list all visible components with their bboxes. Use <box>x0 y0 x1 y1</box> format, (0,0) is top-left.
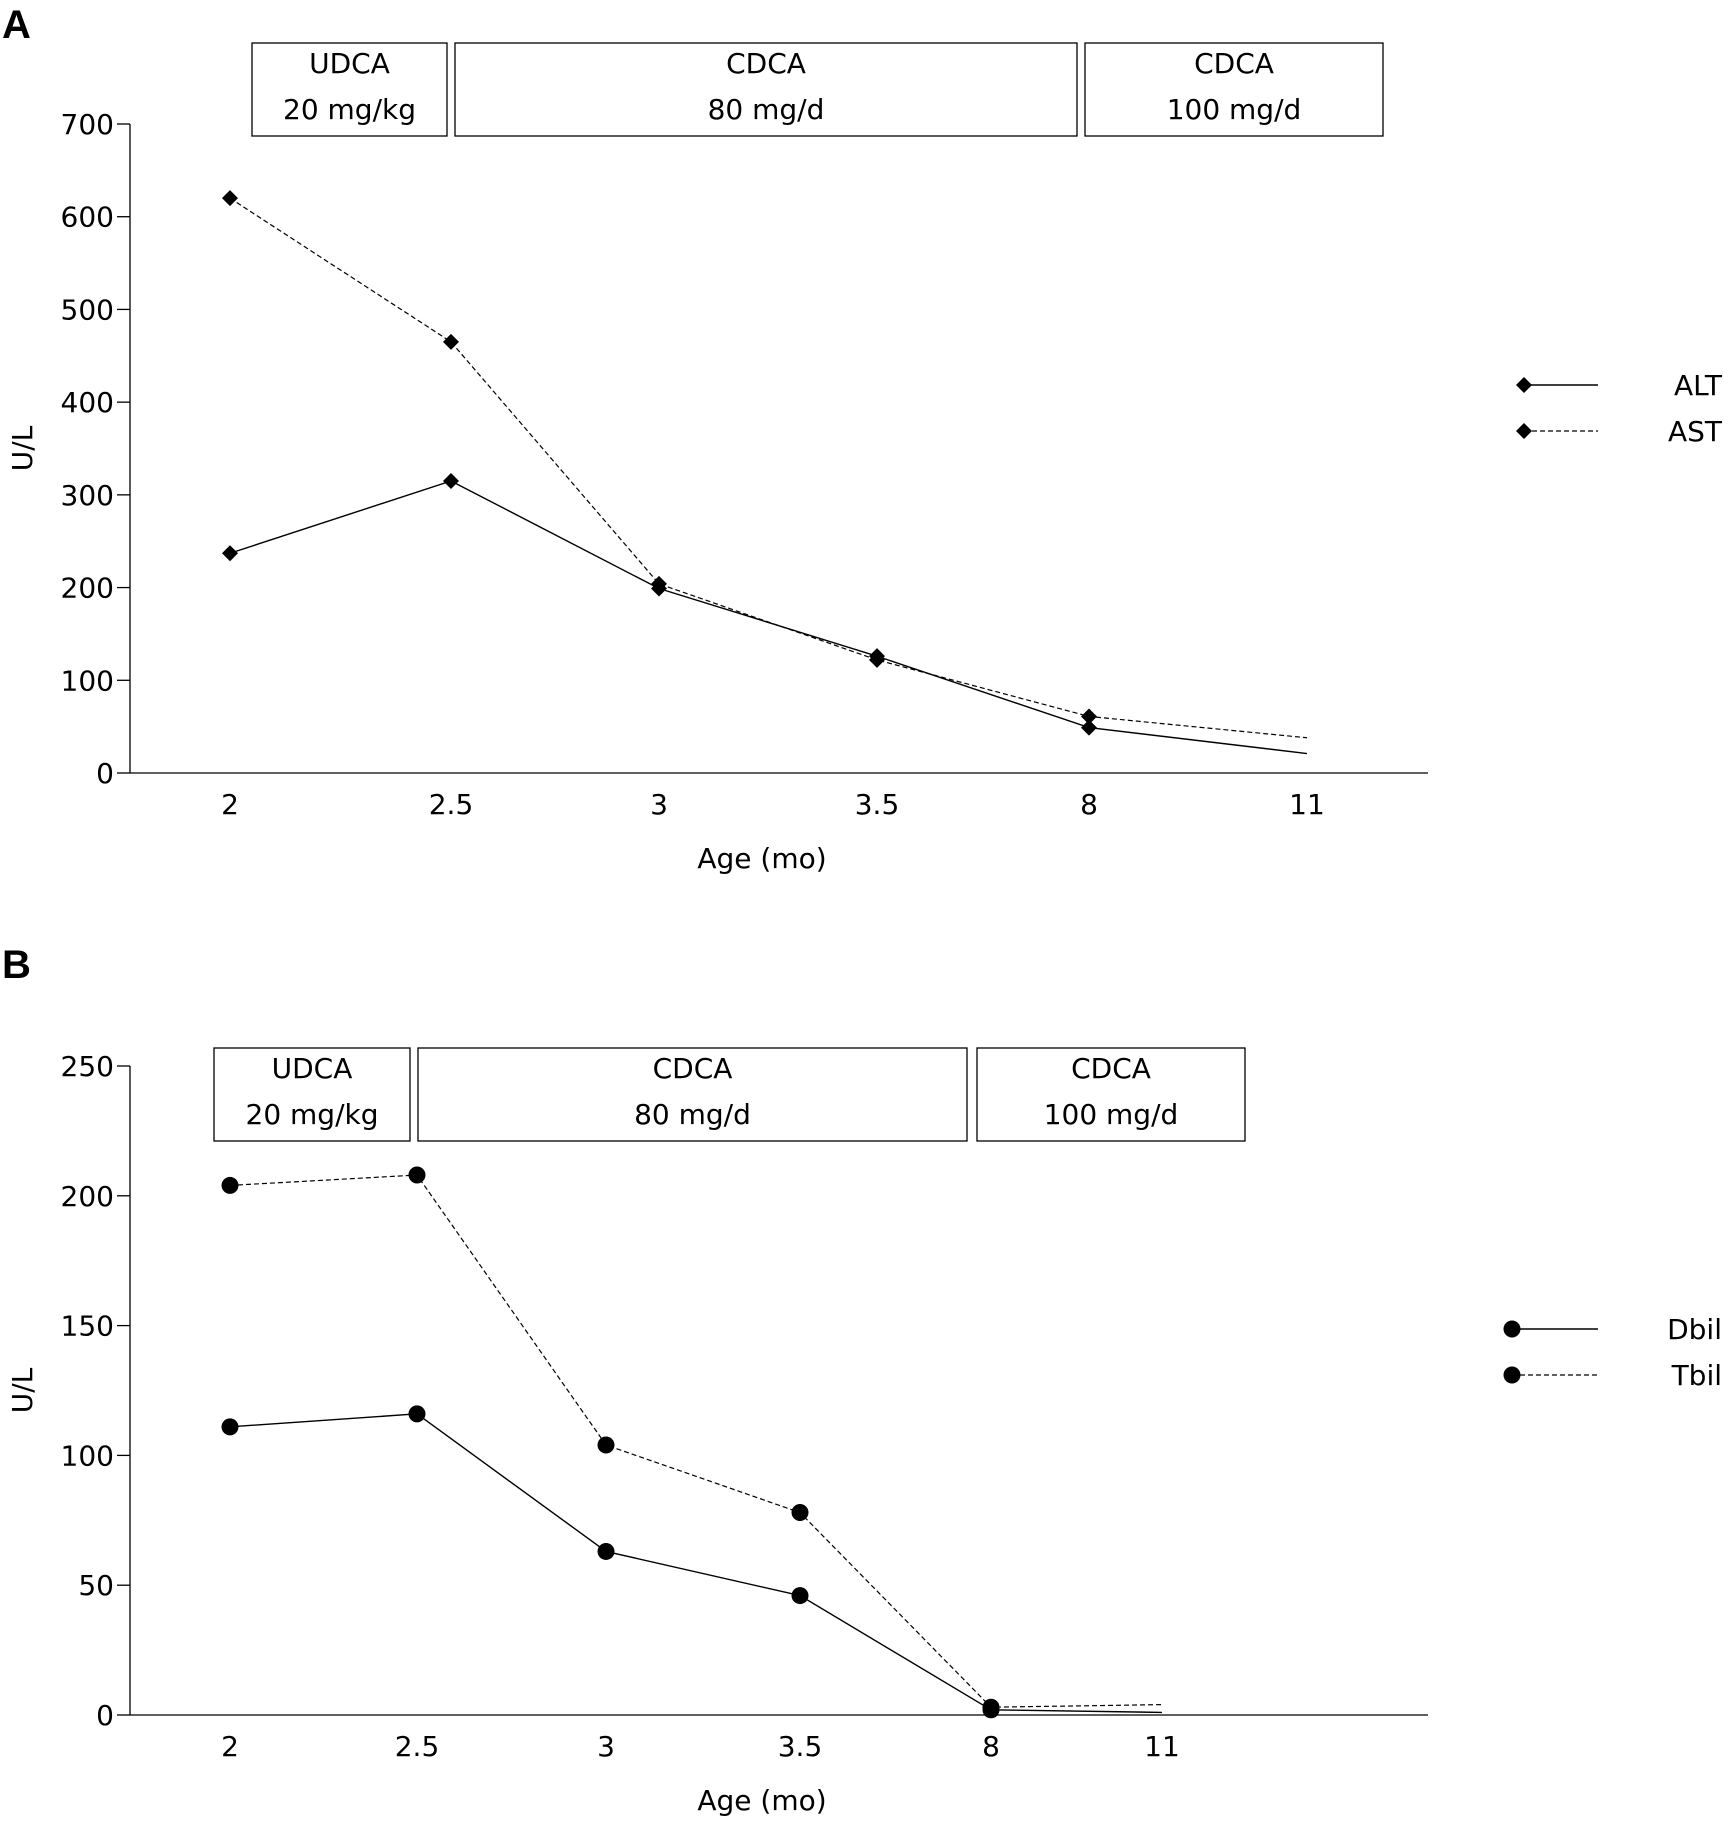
data-point-tbil <box>597 1436 615 1454</box>
y-tick-label: 300 <box>61 479 114 512</box>
data-point-ast <box>222 190 238 207</box>
data-point-alt <box>222 545 238 562</box>
data-point-ast <box>651 575 667 592</box>
y-tick-label: 0 <box>96 757 114 790</box>
legend-label: ALT <box>1674 369 1723 402</box>
x-tick-label: 2.5 <box>429 788 474 821</box>
legend-label: AST <box>1668 415 1723 448</box>
x-tick-label: 3.5 <box>855 788 900 821</box>
x-tick-label: 3 <box>597 1730 615 1763</box>
data-point-dbil <box>221 1418 239 1436</box>
x-tick-label: 2.5 <box>395 1730 440 1763</box>
data-point-alt <box>1081 719 1097 736</box>
treatment-box <box>1084 42 1384 137</box>
series-tbil <box>221 1166 1163 1716</box>
treatment-drug: CDCA <box>1071 1052 1151 1085</box>
series-ast <box>222 190 1308 739</box>
x-axis-title: Age (mo) <box>697 1784 826 1817</box>
series-dbil <box>221 1405 1163 1719</box>
y-axis-title: U/L <box>6 425 39 471</box>
treatment-dose: 80 mg/d <box>708 93 825 126</box>
treatment-dose: 20 mg/kg <box>283 93 416 126</box>
series-line-dbil <box>229 1413 1163 1714</box>
y-tick-label: 0 <box>96 1699 114 1732</box>
treatment-dose: 20 mg/kg <box>246 1098 379 1131</box>
x-tick-label: 11 <box>1144 1730 1180 1763</box>
data-point-ast <box>1081 708 1097 725</box>
panel-b: B 0 50 100 150 200 250 2 2.5 3 3.5 8 11 Age (mo) U/L UD… <box>2 943 1722 1817</box>
y-tick-label: 700 <box>61 108 114 141</box>
panel-letter: B <box>2 943 31 987</box>
y-tick-label: 100 <box>61 1439 114 1472</box>
data-point-dbil <box>791 1587 809 1605</box>
x-tick-label: 2 <box>221 788 239 821</box>
x-tick-label: 8 <box>982 1730 1000 1763</box>
data-point-tbil <box>982 1698 1000 1716</box>
treatment-box <box>454 42 1078 137</box>
panel-letter: A <box>2 3 31 47</box>
data-point-tbil <box>221 1176 239 1194</box>
treatment-dose: 80 mg/d <box>634 1098 751 1131</box>
y-tick-label: 50 <box>78 1569 114 1602</box>
series-line-tbil <box>229 1174 1163 1708</box>
treatment-box <box>417 1047 968 1142</box>
data-point-alt <box>443 472 459 489</box>
series-line-alt <box>229 480 1308 755</box>
data-point-ast <box>869 651 885 668</box>
data-point-tbil <box>408 1166 426 1184</box>
series-alt <box>222 472 1308 755</box>
y-tick-label: 400 <box>61 386 114 419</box>
y-tick-label: 150 <box>61 1310 114 1343</box>
x-tick-label: 3 <box>650 788 668 821</box>
y-tick-label: 250 <box>61 1050 114 1083</box>
x-tick-label: 11 <box>1289 788 1325 821</box>
x-tick-label: 8 <box>1080 788 1098 821</box>
series-line-ast <box>229 197 1308 739</box>
data-point-dbil <box>597 1542 615 1560</box>
legend-marker <box>1503 1320 1521 1338</box>
treatment-box <box>976 1047 1246 1142</box>
y-tick-label: 200 <box>61 572 114 605</box>
legend-marker <box>1516 377 1532 393</box>
treatment-box <box>251 42 448 137</box>
treatment-drug: CDCA <box>653 1052 733 1085</box>
y-tick-label: 600 <box>61 201 114 234</box>
legend-marker <box>1503 1366 1521 1384</box>
x-axis-title: Age (mo) <box>697 842 826 875</box>
data-point-tbil <box>791 1504 809 1522</box>
treatment-drug: CDCA <box>726 47 806 80</box>
panel-a: A 0 100 200 300 400 500 600 700 2 2.5 3 3.5 8 11 Age (m… <box>2 3 1723 875</box>
legend-label: Dbil <box>1667 1313 1722 1346</box>
legend-label: Tbil <box>1671 1359 1722 1392</box>
y-axis-title: U/L <box>6 1367 39 1413</box>
data-point-ast <box>443 333 459 350</box>
y-tick-label: 100 <box>61 664 114 697</box>
y-tick-label: 200 <box>61 1180 114 1213</box>
legend-marker <box>1516 423 1532 439</box>
x-tick-label: 2 <box>221 1730 239 1763</box>
x-tick-label: 3.5 <box>778 1730 823 1763</box>
treatment-drug: UDCA <box>309 47 390 80</box>
treatment-dose: 100 mg/d <box>1044 1098 1179 1131</box>
treatment-drug: CDCA <box>1194 47 1274 80</box>
treatment-box <box>213 1047 411 1142</box>
treatment-drug: UDCA <box>272 1052 353 1085</box>
treatment-dose: 100 mg/d <box>1167 93 1302 126</box>
data-point-dbil <box>408 1405 426 1423</box>
y-tick-label: 500 <box>61 293 114 326</box>
